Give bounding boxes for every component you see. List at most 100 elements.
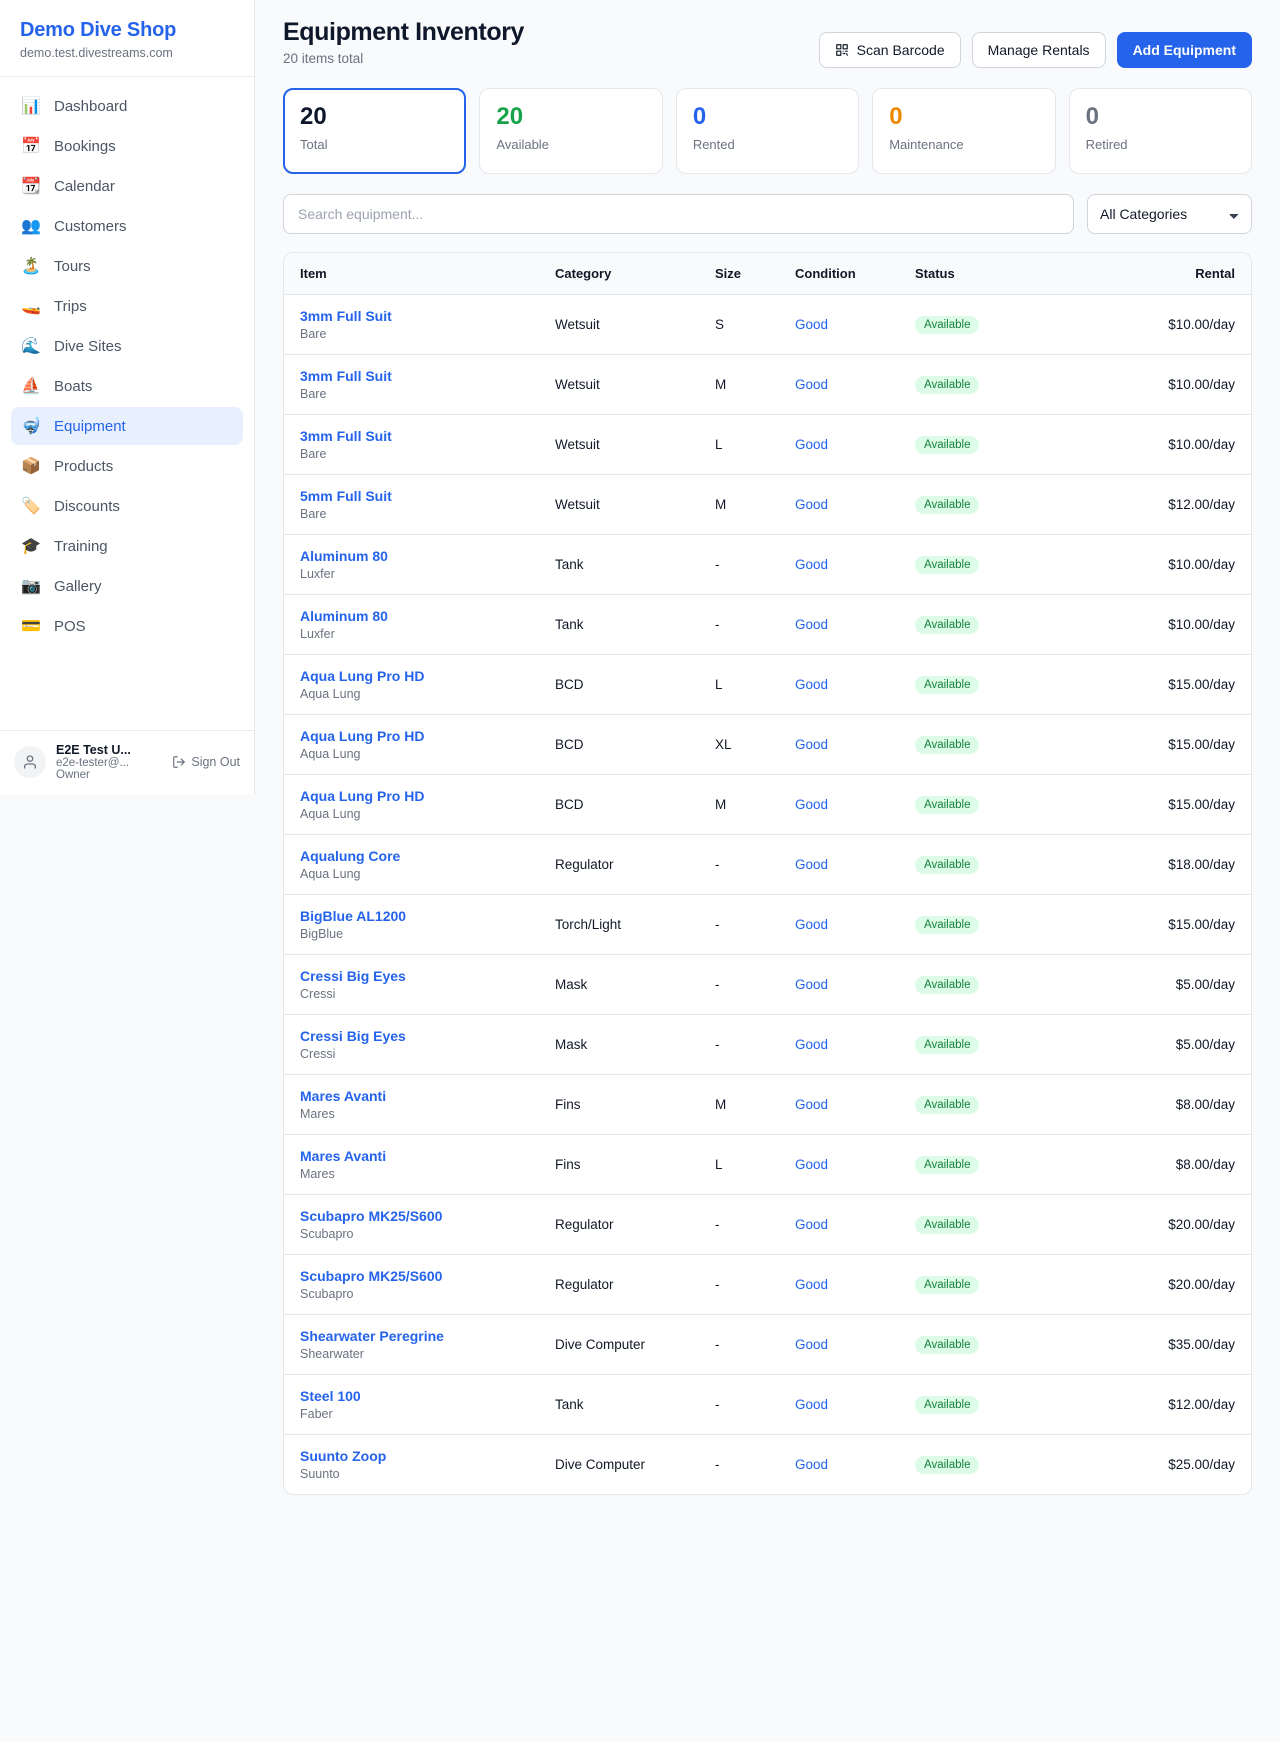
item-name-link[interactable]: Steel 100: [300, 1388, 361, 1404]
stat-card-total[interactable]: 20 Total: [283, 88, 467, 174]
table-row[interactable]: 5mm Full Suit Bare Wetsuit M Good Available $1…: [284, 474, 1251, 535]
cell-size: -: [699, 594, 779, 655]
condition-link[interactable]: Good: [795, 677, 829, 692]
sidebar-item-dashboard[interactable]: 📊 Dashboard: [11, 87, 243, 125]
item-name-link[interactable]: Scubapro MK25/S600: [300, 1208, 443, 1224]
item-name-link[interactable]: Aqua Lung Pro HD: [300, 728, 425, 744]
sidebar-item-pos[interactable]: 💳 POS: [11, 607, 243, 645]
condition-link[interactable]: Good: [795, 1217, 829, 1232]
table-row[interactable]: Steel 100 Faber Tank - Good Available $12.00/d…: [284, 1374, 1251, 1435]
table-row[interactable]: Aqua Lung Pro HD Aqua Lung BCD XL Good Availa…: [284, 714, 1251, 775]
sidebar-item-training[interactable]: 🎓 Training: [11, 527, 243, 565]
sidebar-item-boats[interactable]: ⛵ Boats: [11, 367, 243, 405]
item-brand: Suunto: [300, 1467, 340, 1481]
sidebar-item-customers[interactable]: 👥 Customers: [11, 207, 243, 245]
sidebar-item-equipment[interactable]: 🤿 Equipment: [11, 407, 243, 445]
cell-status: Available: [899, 774, 1044, 835]
cell-size: -: [699, 1014, 779, 1075]
item-name-link[interactable]: Shearwater Peregrine: [300, 1328, 444, 1344]
scan-barcode-button[interactable]: Scan Barcode: [818, 32, 961, 68]
sidebar-item-trips[interactable]: 🚤 Trips: [11, 287, 243, 325]
item-name-link[interactable]: Aluminum 80: [300, 608, 388, 624]
item-name-link[interactable]: Scubapro MK25/S600: [300, 1268, 443, 1284]
condition-link[interactable]: Good: [795, 917, 829, 932]
condition-link[interactable]: Good: [795, 1397, 829, 1412]
sidebar-item-bookings[interactable]: 📅 Bookings: [11, 127, 243, 165]
item-name-link[interactable]: Aqua Lung Pro HD: [300, 788, 425, 804]
condition-link[interactable]: Good: [795, 857, 829, 872]
condition-link[interactable]: Good: [795, 797, 829, 812]
condition-link[interactable]: Good: [795, 977, 829, 992]
item-name-link[interactable]: Aluminum 80: [300, 548, 388, 564]
sidebar-item-label: POS: [54, 617, 86, 635]
condition-link[interactable]: Good: [795, 437, 829, 452]
table-row[interactable]: Aqua Lung Pro HD Aqua Lung BCD M Good Availab…: [284, 774, 1251, 835]
condition-link[interactable]: Good: [795, 497, 829, 512]
condition-link[interactable]: Good: [795, 1337, 829, 1352]
cell-size: -: [699, 534, 779, 595]
condition-link[interactable]: Good: [795, 1277, 829, 1292]
sidebar-item-calendar[interactable]: 📆 Calendar: [11, 167, 243, 205]
condition-link[interactable]: Good: [795, 317, 829, 332]
table-row[interactable]: Scubapro MK25/S600 Scubapro Regulator - Good…: [284, 1194, 1251, 1255]
category-select[interactable]: All Categories: [1087, 194, 1252, 234]
manage-rentals-button[interactable]: Manage Rentals: [971, 32, 1106, 68]
item-name-link[interactable]: Suunto Zoop: [300, 1448, 387, 1464]
table-row[interactable]: Cressi Big Eyes Cressi Mask - Good Available $…: [284, 1014, 1251, 1075]
cell-item: BigBlue AL1200 BigBlue: [284, 894, 539, 955]
stat-card-available[interactable]: 20 Available: [479, 88, 663, 174]
table-row[interactable]: 3mm Full Suit Bare Wetsuit M Good Available $1…: [284, 354, 1251, 415]
cell-status: Available: [899, 1134, 1044, 1195]
item-name-link[interactable]: 3mm Full Suit: [300, 308, 392, 324]
table-row[interactable]: Aqualung Core Aqua Lung Regulator - Good Avai…: [284, 834, 1251, 895]
sidebar-item-gallery[interactable]: 📷 Gallery: [11, 567, 243, 605]
table-row[interactable]: BigBlue AL1200 BigBlue Torch/Light - Good Ava…: [284, 894, 1251, 955]
condition-link[interactable]: Good: [795, 1457, 829, 1472]
sidebar-item-products[interactable]: 📦 Products: [11, 447, 243, 485]
item-name-link[interactable]: 3mm Full Suit: [300, 428, 392, 444]
table-row[interactable]: Cressi Big Eyes Cressi Mask - Good Available $…: [284, 954, 1251, 1015]
item-name-link[interactable]: Mares Avanti: [300, 1088, 387, 1104]
item-name-link[interactable]: BigBlue AL1200: [300, 908, 407, 924]
condition-link[interactable]: Good: [795, 557, 829, 572]
item-name-link[interactable]: 5mm Full Suit: [300, 488, 392, 504]
table-row[interactable]: Mares Avanti Mares Fins M Good Available $8.00…: [284, 1074, 1251, 1135]
table-row[interactable]: Mares Avanti Mares Fins L Good Available $8.00…: [284, 1134, 1251, 1195]
stat-card-retired[interactable]: 0 Retired: [1068, 88, 1253, 174]
status-badge: Available: [915, 1095, 980, 1114]
cell-condition: Good: [779, 534, 899, 595]
table-row[interactable]: 3mm Full Suit Bare Wetsuit S Good Available $1…: [284, 294, 1251, 355]
brand-block[interactable]: Demo Dive Shop demo.test.divestreams.com: [0, 0, 254, 77]
sidebar-item-discounts[interactable]: 🏷️ Discounts: [11, 487, 243, 525]
item-name-link[interactable]: Mares Avanti: [300, 1148, 387, 1164]
item-name-link[interactable]: Cressi Big Eyes: [300, 1028, 406, 1044]
table-row[interactable]: Aluminum 80 Luxfer Tank - Good Available $10.0…: [284, 594, 1251, 655]
add-equipment-button[interactable]: Add Equipment: [1116, 32, 1252, 68]
item-name-link[interactable]: Aqua Lung Pro HD: [300, 668, 425, 684]
search-input[interactable]: [283, 194, 1074, 234]
condition-link[interactable]: Good: [795, 1157, 829, 1172]
condition-link[interactable]: Good: [795, 1037, 829, 1052]
table-row[interactable]: Scubapro MK25/S600 Scubapro Regulator - Good…: [284, 1254, 1251, 1315]
table-row[interactable]: Shearwater Peregrine Shearwater Dive Compu…: [284, 1314, 1251, 1375]
table-row[interactable]: Aluminum 80 Luxfer Tank - Good Available $10.0…: [284, 534, 1251, 595]
condition-link[interactable]: Good: [795, 617, 829, 632]
item-name-link[interactable]: 3mm Full Suit: [300, 368, 392, 384]
condition-link[interactable]: Good: [795, 737, 829, 752]
table-row[interactable]: 3mm Full Suit Bare Wetsuit L Good Available $1…: [284, 414, 1251, 475]
page-header: Equipment Inventory 20 items total Scan …: [283, 18, 1252, 68]
cell-condition: Good: [779, 474, 899, 535]
cell-condition: Good: [779, 594, 899, 655]
condition-link[interactable]: Good: [795, 1097, 829, 1112]
sidebar-item-dive-sites[interactable]: 🌊 Dive Sites: [11, 327, 243, 365]
stat-card-rented[interactable]: 0 Rented: [675, 88, 860, 174]
item-name-link[interactable]: Cressi Big Eyes: [300, 968, 406, 984]
table-row[interactable]: Aqua Lung Pro HD Aqua Lung BCD L Good Availab…: [284, 654, 1251, 715]
sign-out-button[interactable]: Sign Out: [172, 755, 240, 769]
condition-link[interactable]: Good: [795, 377, 829, 392]
table-row[interactable]: Suunto Zoop Suunto Dive Computer - Good Avail…: [284, 1435, 1251, 1495]
sidebar-item-tours[interactable]: 🏝️ Tours: [11, 247, 243, 285]
cell-category: BCD: [539, 774, 699, 835]
item-name-link[interactable]: Aqualung Core: [300, 848, 401, 864]
stat-card-maintenance[interactable]: 0 Maintenance: [872, 88, 1056, 174]
